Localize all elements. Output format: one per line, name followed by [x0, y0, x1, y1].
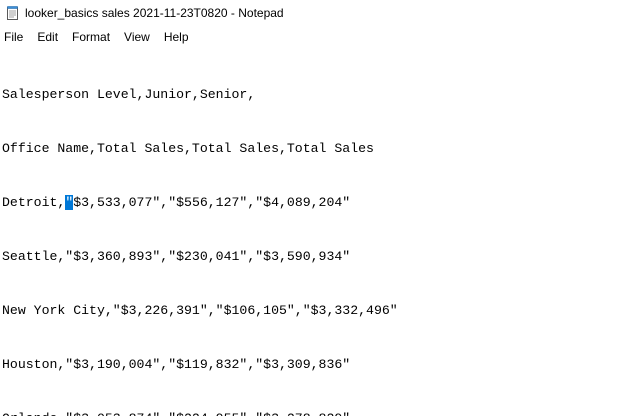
menu-help[interactable]: Help [163, 30, 189, 44]
text-line: Seattle,"$3,360,893","$230,041","$3,590,… [2, 249, 351, 264]
line-text-before-selection: Detroit, [2, 195, 66, 210]
menu-edit[interactable]: Edit [37, 30, 59, 44]
editor-text[interactable]: Salesperson Level,Junior,Senior, Office … [2, 50, 398, 416]
menu-file[interactable]: File [4, 30, 24, 44]
line-text-after-selection: $3,533,077","$556,127","$4,089,204" [73, 195, 351, 210]
text-line: Orlando,"$3,053,874","$224,955","$3,278,… [2, 410, 398, 416]
text-line: Salesperson Level,Junior,Senior, [2, 87, 256, 102]
menu-format[interactable]: Format [72, 30, 111, 44]
menu-bar: File Edit Format View Help [0, 28, 621, 47]
window-title: looker_basics sales 2021-11-23T0820 - No… [25, 6, 284, 20]
text-line-selected: Detroit,"$3,533,077","$556,127","$4,089,… [2, 194, 398, 212]
text-line: Houston,"$3,190,004","$119,832","$3,309,… [2, 357, 351, 372]
menu-view[interactable]: View [124, 30, 150, 44]
text-selection: " [65, 195, 74, 210]
text-line: New York City,"$3,226,391","$106,105","$… [2, 303, 398, 318]
title-bar[interactable]: looker_basics sales 2021-11-23T0820 - No… [0, 0, 621, 28]
notepad-icon [7, 6, 19, 20]
text-editor[interactable]: Salesperson Level,Junior,Senior, Office … [0, 48, 621, 416]
text-line: Office Name,Total Sales,Total Sales,Tota… [2, 141, 374, 156]
